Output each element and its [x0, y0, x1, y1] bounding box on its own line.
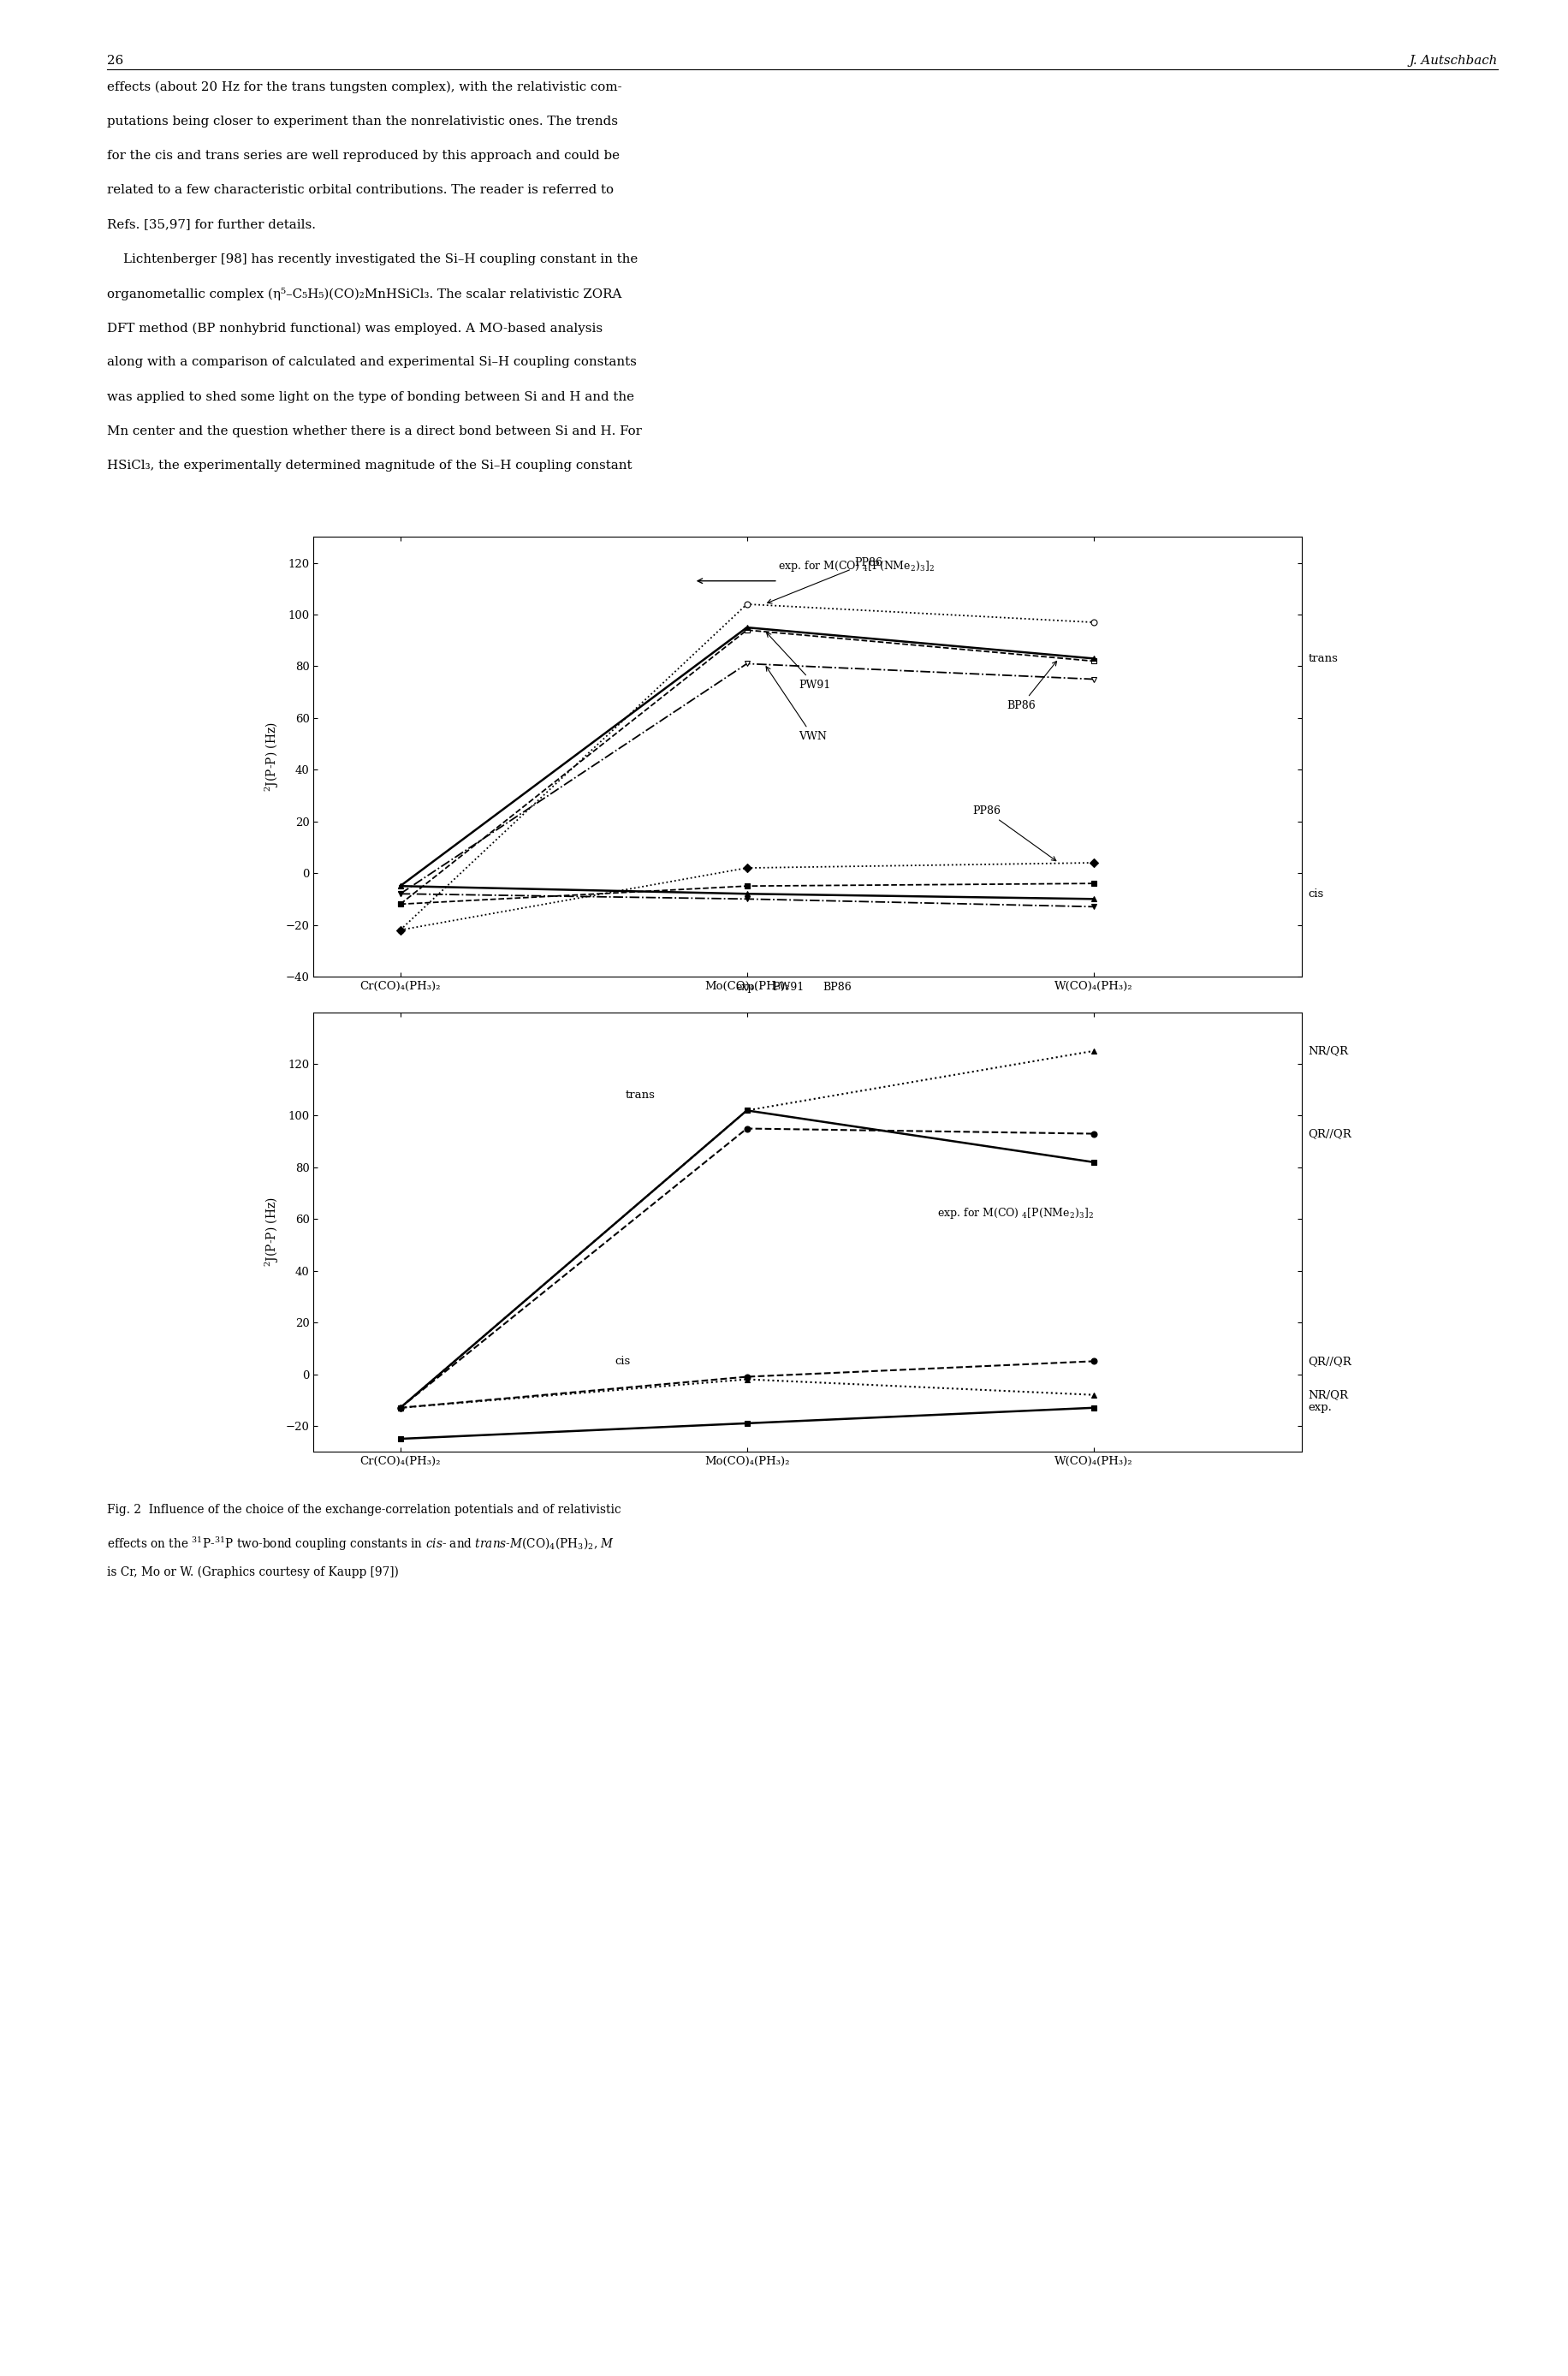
Text: PP86: PP86: [972, 805, 1055, 860]
Text: Fig. 2  Influence of the choice of the exchange-correlation potentials and of re: Fig. 2 Influence of the choice of the ex…: [107, 1504, 621, 1516]
Text: trans: trans: [626, 1088, 655, 1100]
Text: is Cr, Mo or W. (Graphics courtesy of Kaupp [97]): is Cr, Mo or W. (Graphics courtesy of Ka…: [107, 1566, 398, 1578]
Text: for the cis and trans series are well reproduced by this approach and could be: for the cis and trans series are well re…: [107, 150, 619, 162]
Text: HSiCl₃, the experimentally determined magnitude of the Si–H coupling constant: HSiCl₃, the experimentally determined ma…: [107, 459, 632, 473]
Text: NR/QR: NR/QR: [1308, 1045, 1348, 1057]
Text: PW91: PW91: [773, 981, 804, 993]
Text: Lichtenberger [98] has recently investigated the Si–H coupling constant in the: Lichtenberger [98] has recently investig…: [107, 252, 638, 266]
Text: DFT method (BP nonhybrid functional) was employed. A MO-based analysis: DFT method (BP nonhybrid functional) was…: [107, 321, 602, 335]
Text: was applied to shed some light on the type of bonding between Si and H and the: was applied to shed some light on the ty…: [107, 390, 633, 404]
Text: along with a comparison of calculated and experimental Si–H coupling constants: along with a comparison of calculated an…: [107, 356, 637, 368]
Y-axis label: $^2$J(P-P) (Hz): $^2$J(P-P) (Hz): [263, 722, 281, 791]
Text: exp. for M(CO) $_{4}$[P(NMe$_{2}$)$_{3}$]$_{2}$: exp. for M(CO) $_{4}$[P(NMe$_{2}$)$_{3}$…: [778, 558, 935, 573]
Text: effects on the $^{31}$P-$^{31}$P two-bond coupling constants in $\mathit{cis}$- : effects on the $^{31}$P-$^{31}$P two-bon…: [107, 1535, 615, 1552]
Text: cis: cis: [615, 1357, 630, 1366]
Text: PW91: PW91: [767, 632, 831, 691]
Text: organometallic complex (η⁵–C₅H₅)(CO)₂MnHSiCl₃. The scalar relativistic ZORA: organometallic complex (η⁵–C₅H₅)(CO)₂MnH…: [107, 287, 621, 299]
Text: QR//QR: QR//QR: [1308, 1129, 1352, 1138]
Text: Mn center and the question whether there is a direct bond between Si and H. For: Mn center and the question whether there…: [107, 425, 641, 437]
Text: Refs. [35,97] for further details.: Refs. [35,97] for further details.: [107, 219, 315, 230]
Y-axis label: $^2$J(P-P) (Hz): $^2$J(P-P) (Hz): [263, 1198, 281, 1266]
Text: PP86: PP86: [767, 556, 883, 604]
Text: cis: cis: [1308, 889, 1323, 901]
Text: related to a few characteristic orbital contributions. The reader is referred to: related to a few characteristic orbital …: [107, 185, 613, 197]
Text: exp.: exp.: [1308, 1402, 1333, 1414]
Text: effects (about 20 Hz for the trans tungsten complex), with the relativistic com-: effects (about 20 Hz for the trans tungs…: [107, 81, 621, 93]
Text: VWN: VWN: [767, 668, 826, 741]
Text: exp. for M(CO) $_{4}$[P(NMe$_{2}$)$_{3}$]$_{2}$: exp. for M(CO) $_{4}$[P(NMe$_{2}$)$_{3}$…: [938, 1207, 1094, 1221]
Text: exp.: exp.: [735, 981, 759, 993]
Text: BP86: BP86: [1007, 661, 1057, 710]
Text: QR//QR: QR//QR: [1308, 1357, 1352, 1366]
Text: BP86: BP86: [823, 981, 851, 993]
Text: J. Autschbach: J. Autschbach: [1410, 55, 1497, 67]
Text: trans: trans: [1308, 653, 1338, 663]
Text: NR/QR: NR/QR: [1308, 1390, 1348, 1399]
Text: 26: 26: [107, 55, 124, 67]
Text: putations being closer to experiment than the nonrelativistic ones. The trends: putations being closer to experiment tha…: [107, 116, 618, 128]
